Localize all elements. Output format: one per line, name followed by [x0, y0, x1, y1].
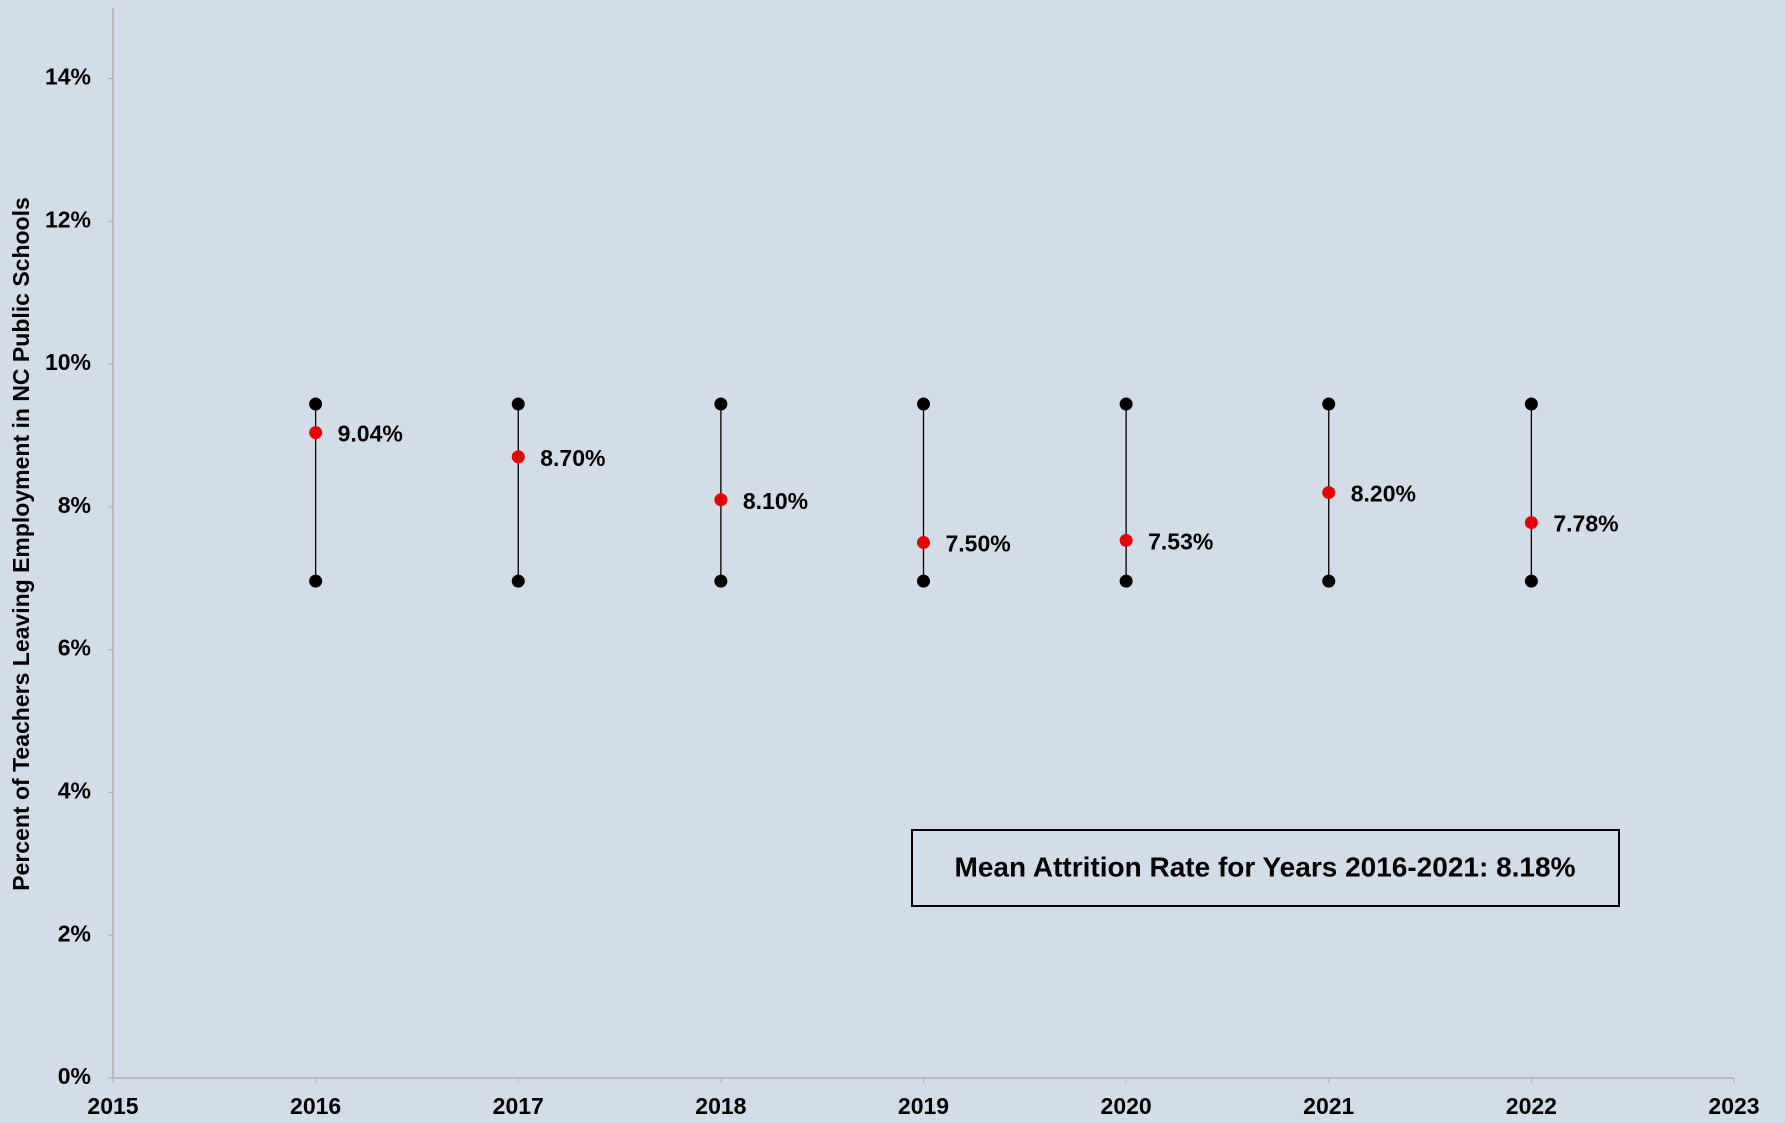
high-point: [1524, 397, 1538, 411]
low-point: [1524, 574, 1538, 588]
x-tick-label: 2023: [1708, 1093, 1759, 1119]
y-tick-label: 2%: [58, 920, 91, 946]
value-point: [1524, 516, 1538, 530]
high-point: [714, 397, 728, 411]
value-point: [1119, 533, 1133, 547]
low-point: [511, 574, 525, 588]
data-label: 9.04%: [338, 421, 403, 447]
y-tick-label: 0%: [58, 1063, 91, 1089]
value-point: [1322, 486, 1336, 500]
low-point: [1322, 574, 1336, 588]
value-point: [309, 426, 323, 440]
data-label: 8.20%: [1351, 481, 1416, 507]
annotation: Mean Attrition Rate for Years 2016-2021:…: [955, 851, 1576, 882]
value-point: [917, 536, 930, 550]
x-tick-label: 2021: [1303, 1093, 1354, 1119]
data-label: 8.70%: [540, 445, 605, 471]
x-tick-label: 2018: [695, 1093, 746, 1119]
high-point: [1322, 397, 1336, 411]
x-tick-label: 2017: [493, 1093, 544, 1119]
y-tick-label: 14%: [45, 64, 91, 90]
annotation-box: [911, 829, 1620, 907]
y-tick-label: 8%: [58, 492, 91, 518]
high-point: [511, 397, 525, 411]
x-tick-label: 2019: [898, 1093, 949, 1119]
low-point: [1119, 574, 1133, 588]
low-point: [309, 574, 323, 588]
y-axis-title: Percent of Teachers Leaving Employment i…: [8, 197, 34, 891]
value-point: [511, 450, 525, 464]
x-tick-label: 2020: [1101, 1093, 1152, 1119]
data-label: 7.50%: [946, 531, 1011, 557]
x-tick-label: 2022: [1506, 1093, 1557, 1119]
high-point: [309, 397, 323, 411]
value-point: [714, 493, 728, 507]
x-tick-label: 2016: [290, 1093, 341, 1119]
y-tick-label: 4%: [58, 778, 91, 804]
data-label: 7.78%: [1553, 511, 1618, 537]
low-point: [917, 574, 930, 588]
y-tick-label: 6%: [58, 635, 91, 661]
high-point: [917, 397, 930, 411]
data-label: 8.10%: [743, 488, 808, 514]
y-tick-label: 12%: [45, 206, 91, 232]
high-point: [1119, 397, 1133, 411]
low-point: [714, 574, 728, 588]
data-label: 7.53%: [1148, 528, 1213, 554]
x-tick-label: 2015: [87, 1093, 138, 1119]
y-tick-label: 10%: [45, 349, 91, 375]
